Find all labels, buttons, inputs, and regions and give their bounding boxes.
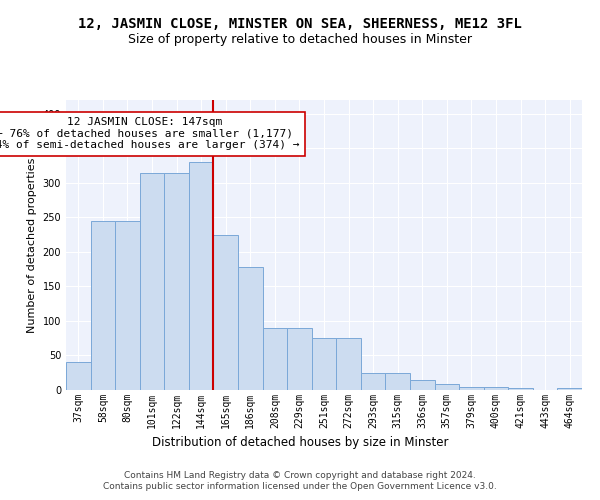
Bar xyxy=(287,328,312,390)
Bar xyxy=(336,338,361,390)
Text: Distribution of detached houses by size in Minster: Distribution of detached houses by size … xyxy=(152,436,448,449)
Bar xyxy=(140,172,164,390)
Bar xyxy=(484,386,508,390)
Text: 12, JASMIN CLOSE, MINSTER ON SEA, SHEERNESS, ME12 3FL: 12, JASMIN CLOSE, MINSTER ON SEA, SHEERN… xyxy=(78,18,522,32)
Bar xyxy=(434,384,459,390)
Bar xyxy=(459,386,484,390)
Text: Size of property relative to detached houses in Minster: Size of property relative to detached ho… xyxy=(128,34,472,46)
Text: 12 JASMIN CLOSE: 147sqm
← 76% of detached houses are smaller (1,177)
24% of semi: 12 JASMIN CLOSE: 147sqm ← 76% of detache… xyxy=(0,118,300,150)
Bar xyxy=(189,162,214,390)
Bar xyxy=(91,221,115,390)
Bar xyxy=(410,380,434,390)
Text: Contains HM Land Registry data © Crown copyright and database right 2024.
Contai: Contains HM Land Registry data © Crown c… xyxy=(103,472,497,490)
Bar xyxy=(263,328,287,390)
Bar xyxy=(312,338,336,390)
Bar xyxy=(164,172,189,390)
Bar xyxy=(385,372,410,390)
Bar xyxy=(238,267,263,390)
Y-axis label: Number of detached properties: Number of detached properties xyxy=(27,158,37,332)
Bar xyxy=(508,388,533,390)
Bar xyxy=(66,362,91,390)
Bar xyxy=(557,388,582,390)
Bar xyxy=(361,372,385,390)
Bar xyxy=(115,221,140,390)
Bar xyxy=(214,234,238,390)
